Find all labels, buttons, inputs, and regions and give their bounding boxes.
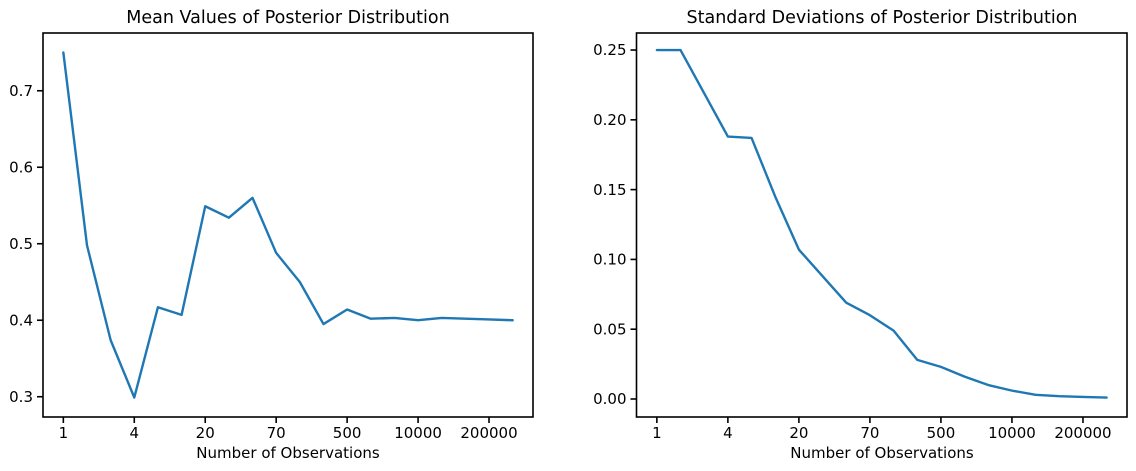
std-x-axis-label: Number of Observations xyxy=(790,444,974,462)
mean-x-tick-label: 1 xyxy=(59,424,69,442)
mean-axes: 1 4 20 70 500 10000 200000 0.3 0.4 0.5 0.6 0.7 xyxy=(9,32,534,442)
mean-x-tick-label: 10000 xyxy=(394,424,442,442)
std-x-tick-label: 10000 xyxy=(988,424,1036,442)
mean-x-tick-label: 200000 xyxy=(460,424,517,442)
mean-y-tick-label: 0.7 xyxy=(9,82,33,100)
std-x-tick-label: 4 xyxy=(723,424,733,442)
mean-x-tick-label: 4 xyxy=(130,424,140,442)
std-x-tick-label: 20 xyxy=(789,424,808,442)
mean-x-tick-label: 70 xyxy=(267,424,286,442)
std-data-line xyxy=(655,48,1108,399)
std-axes-spine xyxy=(635,32,1128,418)
std-x-tick-label: 200000 xyxy=(1054,424,1111,442)
mean-y-tick-label: 0.4 xyxy=(9,311,33,329)
mean-x-tick-label: 20 xyxy=(196,424,215,442)
std-y-tick-label: 0.20 xyxy=(593,111,626,129)
mean-y-tick-label: 0.3 xyxy=(9,388,33,406)
std-chart-title: Standard Deviations of Posterior Distrib… xyxy=(686,8,1078,28)
std-x-tick-label: 70 xyxy=(860,424,879,442)
std-y-tick-label: 0.15 xyxy=(593,181,626,199)
std-y-tick-label: 0.25 xyxy=(593,41,626,59)
mean-x-axis-label: Number of Observations xyxy=(196,444,380,462)
mean-axes-spine xyxy=(42,32,534,418)
std-y-tick-label: 0.10 xyxy=(593,251,626,269)
mean-x-tick-label: 500 xyxy=(333,424,362,442)
std-y-tick-label: 0.05 xyxy=(593,320,626,338)
mean-y-tick-label: 0.5 xyxy=(9,235,33,253)
std-axes: 1 4 20 70 500 10000 200000 0.00 0.05 0.10 0.15 0.20… xyxy=(593,32,1128,442)
mean-data-line xyxy=(62,51,514,399)
std-x-tick-label: 500 xyxy=(927,424,956,442)
std-y-tick-label: 0.00 xyxy=(593,390,626,408)
std-x-tick-label: 1 xyxy=(652,424,662,442)
mean-y-tick-label: 0.6 xyxy=(9,158,33,176)
mean-chart-title: Mean Values of Posterior Distribution xyxy=(126,8,450,28)
